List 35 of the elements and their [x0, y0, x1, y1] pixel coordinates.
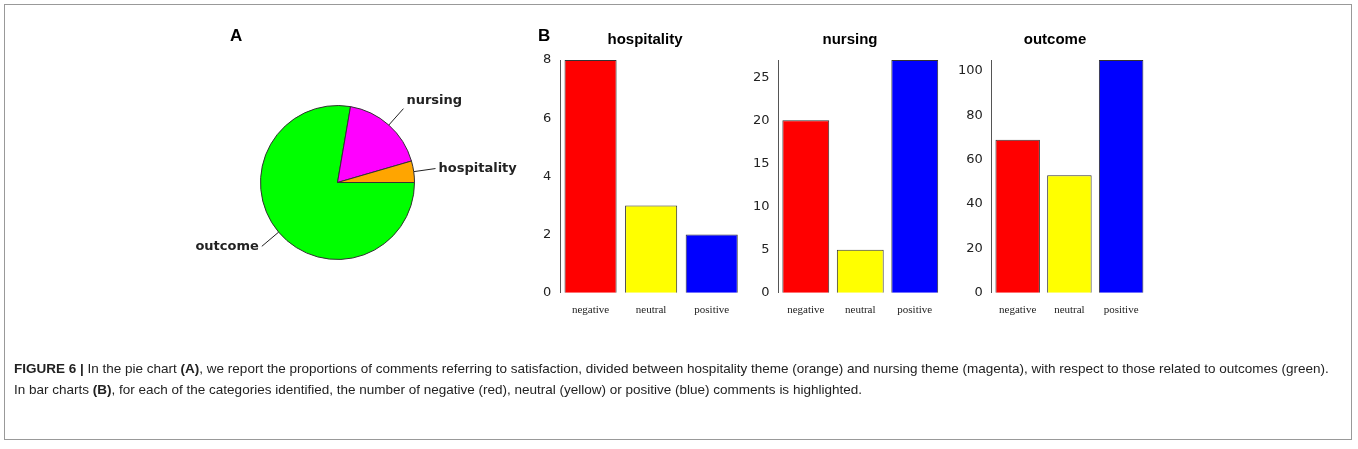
y-tick-label: 4 [542, 167, 552, 183]
y-tick-label: 60 [966, 151, 983, 167]
chart-title: hospitality [607, 30, 683, 47]
y-tick-label: 0 [761, 284, 770, 300]
chart-title: nursing [821, 30, 879, 47]
y-tick-label: 80 [966, 106, 983, 122]
x-tick-label: neutral [635, 303, 667, 316]
x-tick-label: negative [999, 303, 1037, 316]
y-tick-label: 6 [542, 109, 552, 125]
text: A [230, 26, 243, 46]
x-tick-label: positive [1103, 303, 1139, 316]
y-tick-label: 8 [542, 51, 552, 67]
chart-title: outcome [1022, 30, 1088, 47]
y-tick-label: 40 [966, 195, 983, 211]
y-tick-label: 20 [753, 111, 770, 127]
x-tick-label: positive [694, 303, 730, 316]
y-tick-label: 2 [542, 225, 552, 241]
y-tick-label: 15 [753, 154, 770, 170]
slice-label: nursing [406, 92, 463, 108]
y-tick-label: 5 [761, 241, 770, 257]
text: FIGURE 6 | In the pie chart (A), we report the proportions of comments referring to satisfaction, divided between hospitality theme (orange) and nursing theme (magenta), with respect to those related to outcomes (green). In bar charts (B), for each of the categories identified, the number of negative (red), neutral (yellow) or positive (blue) comments is highlighted. [14, 361, 1329, 397]
y-tick-label: 25 [753, 68, 770, 84]
y-tick-label: 0 [974, 284, 983, 300]
x-tick-label: positive [897, 303, 933, 316]
y-tick-label: 0 [542, 284, 552, 300]
x-tick-label: negative [571, 303, 610, 316]
x-tick-label: neutral [845, 303, 876, 316]
slice-label: outcome [195, 237, 259, 253]
slice-label: hospitality [438, 159, 518, 175]
y-tick-label: 100 [957, 62, 983, 78]
text: B [538, 26, 551, 46]
y-tick-label: 10 [753, 197, 770, 213]
y-tick-label: 20 [966, 239, 983, 255]
x-tick-label: negative [787, 303, 825, 316]
x-tick-label: neutral [1054, 303, 1085, 316]
